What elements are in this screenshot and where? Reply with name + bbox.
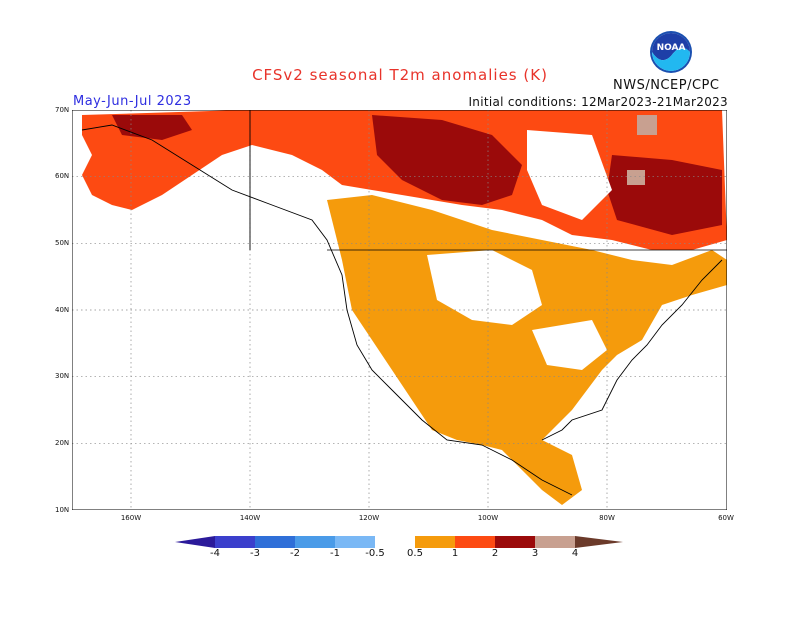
colorbar-cell	[455, 536, 495, 548]
anomaly-region-orange	[327, 195, 727, 505]
colorbar	[175, 534, 625, 553]
colorbar-cell	[175, 536, 215, 548]
anomaly-map	[71, 109, 728, 511]
lat-label: 70N	[55, 106, 70, 114]
map-grid	[72, 110, 727, 510]
lat-label: 20N	[55, 439, 70, 447]
lat-label: 40N	[55, 306, 70, 314]
coastlines	[81, 110, 727, 496]
lon-label: 120W	[358, 514, 380, 522]
colorbar-cell	[575, 536, 623, 548]
colorbar-label: 0.5	[407, 548, 423, 559]
colorbar-label: 1	[451, 548, 459, 559]
lat-label: 30N	[55, 372, 70, 380]
lon-label: 80W	[599, 514, 615, 522]
colorbar-label: -3	[250, 548, 260, 559]
lat-label: 60N	[55, 172, 70, 180]
colorbar-cell	[335, 536, 375, 548]
noaa-logo: NOAA	[649, 30, 693, 74]
colorbar-label: 4	[571, 548, 579, 559]
season-label: May-Jun-Jul 2023	[73, 94, 192, 109]
anomaly-region-darkred	[112, 115, 192, 140]
colorbar-label: -2	[290, 548, 300, 559]
lon-label: 160W	[120, 514, 142, 522]
colorbar-label: 3	[531, 548, 539, 559]
colorbar-label: -4	[210, 548, 220, 559]
lat-label: 50N	[55, 239, 70, 247]
colorbar-label: 2	[491, 548, 499, 559]
lon-label: 100W	[477, 514, 499, 522]
anomaly-fill-layer	[82, 110, 727, 505]
anomaly-region-white	[427, 250, 542, 325]
lon-label: 140W	[239, 514, 261, 522]
initial-conditions-label: Initial conditions: 12Mar2023-21Mar2023	[468, 95, 728, 109]
colorbar-label: -1	[330, 548, 340, 559]
noaa-logo-text: NOAA	[657, 43, 686, 53]
colorbar-cell	[255, 536, 295, 548]
colorbar-label: -0.5	[365, 548, 385, 559]
anomaly-region-darkred	[372, 115, 522, 205]
anomaly-region-lightbrown	[627, 170, 645, 185]
colorbar-cell	[295, 536, 335, 548]
colorbar-cell	[415, 536, 455, 548]
colorbar-cell	[535, 536, 575, 548]
lat-label: 10N	[55, 506, 70, 514]
anomaly-region-white	[527, 130, 612, 220]
colorbar-cell	[215, 536, 255, 548]
colorbar-cell	[375, 536, 415, 548]
anomaly-region-white	[532, 320, 607, 370]
agency-label: NWS/NCEP/CPC	[613, 78, 720, 93]
chart-title: CFSv2 seasonal T2m anomalies (K)	[252, 66, 548, 84]
lon-label: 60W	[718, 514, 734, 522]
colorbar-cell	[495, 536, 535, 548]
anomaly-region-lightbrown	[637, 115, 657, 135]
